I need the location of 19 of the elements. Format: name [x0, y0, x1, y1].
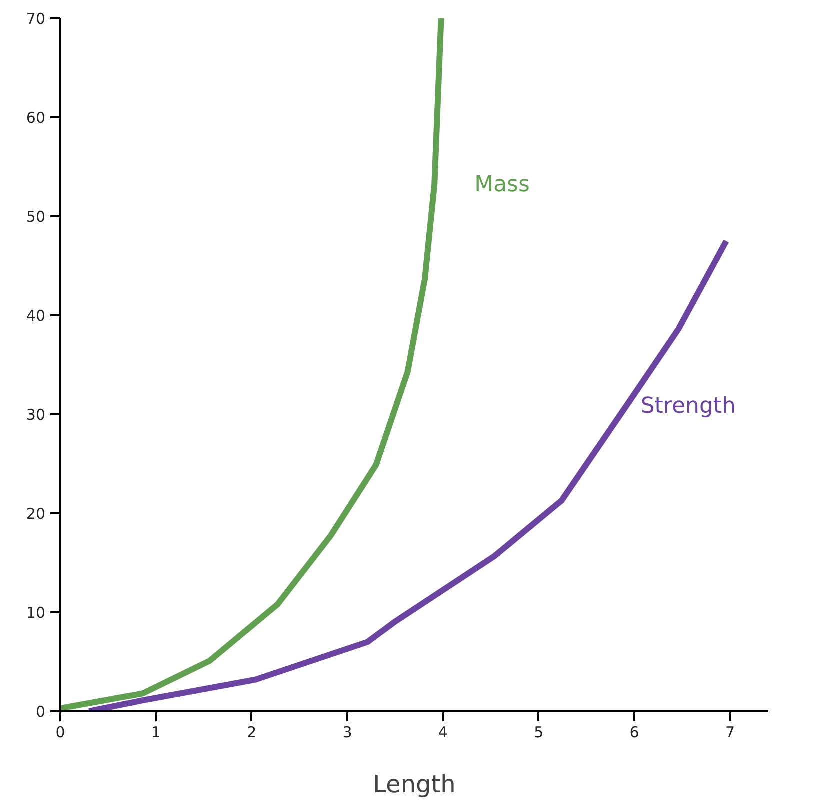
x-tick-label: 3	[342, 724, 352, 742]
x-tick-label: 4	[438, 724, 448, 742]
y-tick-label: 20	[26, 505, 46, 523]
y-tick-label: 0	[36, 703, 46, 721]
y-tick-label: 30	[26, 406, 46, 424]
x-tick-label: 5	[534, 724, 544, 742]
y-tick-label: 10	[26, 604, 46, 622]
series-label: Mass	[474, 172, 530, 198]
x-tick-label: 1	[151, 724, 161, 742]
x-tick-label: 2	[247, 724, 257, 742]
x-axis-title: Length	[373, 770, 456, 798]
x-tick-label: 0	[56, 724, 66, 742]
y-tick-label: 70	[26, 10, 46, 28]
series-label: Strength	[640, 394, 736, 420]
x-tick-label: 7	[725, 724, 736, 742]
x-tick-label: 6	[630, 724, 640, 742]
y-tick-label: 50	[26, 208, 46, 226]
y-tick-label: 40	[26, 307, 46, 325]
y-tick-label: 60	[26, 109, 46, 127]
